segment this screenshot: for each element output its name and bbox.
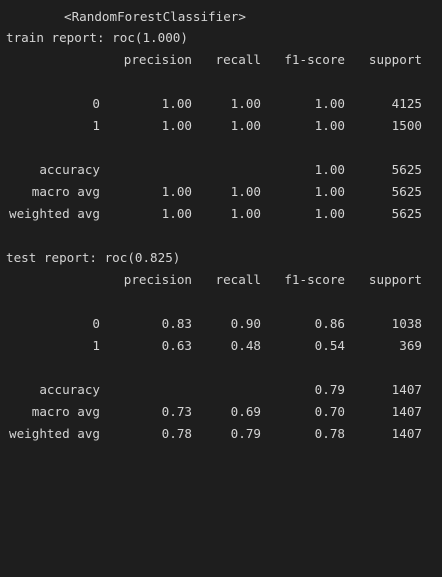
precision-value: 1.00 [161, 118, 192, 133]
recall-value: 0.69 [230, 404, 261, 419]
support-value: 5625 [391, 184, 422, 199]
test-row-class-0: 0 0.83 0.90 0.86 1038 [0, 313, 442, 335]
f1-value: 0.79 [314, 382, 345, 397]
support-value: 5625 [391, 162, 422, 177]
f1-value: 1.00 [314, 118, 345, 133]
support-value: 1500 [391, 118, 422, 133]
f1-value: 0.70 [314, 404, 345, 419]
row-label: weighted avg [9, 206, 100, 221]
support-value: 1407 [391, 426, 422, 441]
recall-value: 1.00 [230, 206, 261, 221]
train-row-accuracy: accuracy 1.00 5625 [0, 159, 442, 181]
test-row-macro-avg: macro avg 0.73 0.69 0.70 1407 [0, 401, 442, 423]
f1-value: 1.00 [314, 96, 345, 111]
f1-value: 0.78 [314, 426, 345, 441]
recall-value: 0.90 [230, 316, 261, 331]
test-header-support: support [368, 272, 422, 287]
train-row-weighted-avg: weighted avg 1.00 1.00 1.00 5625 [0, 203, 442, 225]
precision-value: 0.73 [161, 404, 192, 419]
recall-value: 1.00 [230, 96, 261, 111]
row-label: macro avg [31, 184, 100, 199]
support-value: 5625 [391, 206, 422, 221]
test-header-precision: precision [123, 272, 192, 287]
test-report-title: test report: roc(0.825) [6, 250, 181, 265]
support-value: 369 [399, 338, 422, 353]
test-header-f1: f1-score [284, 272, 345, 287]
f1-value: 1.00 [314, 184, 345, 199]
row-label: 1 [92, 118, 100, 133]
test-row-weighted-avg: weighted avg 0.78 0.79 0.78 1407 [0, 423, 442, 445]
cell-output: <RandomForestClassifier> train report: r… [0, 9, 442, 445]
test-row-accuracy: accuracy 0.79 1407 [0, 379, 442, 401]
train-report-title: train report: roc(1.000) [6, 30, 188, 45]
recall-value: 0.48 [230, 338, 261, 353]
recall-value: 1.00 [230, 184, 261, 199]
precision-value: 1.00 [161, 96, 192, 111]
row-label: 0 [92, 316, 100, 331]
test-row-class-1: 1 0.63 0.48 0.54 369 [0, 335, 442, 357]
f1-value: 1.00 [314, 162, 345, 177]
train-header-precision: precision [123, 52, 192, 67]
support-value: 1407 [391, 382, 422, 397]
test-header-recall: recall [215, 272, 262, 287]
precision-value: 1.00 [161, 184, 192, 199]
f1-value: 1.00 [314, 206, 345, 221]
precision-value: 0.83 [161, 316, 192, 331]
train-header-recall: recall [215, 52, 262, 67]
train-header-row: precision recall f1-score support [0, 49, 442, 71]
f1-value: 0.54 [314, 338, 345, 353]
model-name: <RandomForestClassifier> [64, 9, 246, 24]
train-row-class-1: 1 1.00 1.00 1.00 1500 [0, 115, 442, 137]
support-value: 1407 [391, 404, 422, 419]
row-label: 1 [92, 338, 100, 353]
row-label: accuracy [39, 162, 100, 177]
support-value: 4125 [391, 96, 422, 111]
train-row-macro-avg: macro avg 1.00 1.00 1.00 5625 [0, 181, 442, 203]
test-header-row: precision recall f1-score support [0, 269, 442, 291]
train-header-f1: f1-score [284, 52, 345, 67]
f1-value: 0.86 [314, 316, 345, 331]
precision-value: 0.63 [161, 338, 192, 353]
precision-value: 1.00 [161, 206, 192, 221]
row-label: macro avg [31, 404, 100, 419]
recall-value: 1.00 [230, 118, 261, 133]
row-label: accuracy [39, 382, 100, 397]
train-header-support: support [368, 52, 422, 67]
row-label: weighted avg [9, 426, 100, 441]
row-label: 0 [92, 96, 100, 111]
support-value: 1038 [391, 316, 422, 331]
recall-value: 0.79 [230, 426, 261, 441]
precision-value: 0.78 [161, 426, 192, 441]
train-row-class-0: 0 1.00 1.00 1.00 4125 [0, 93, 442, 115]
